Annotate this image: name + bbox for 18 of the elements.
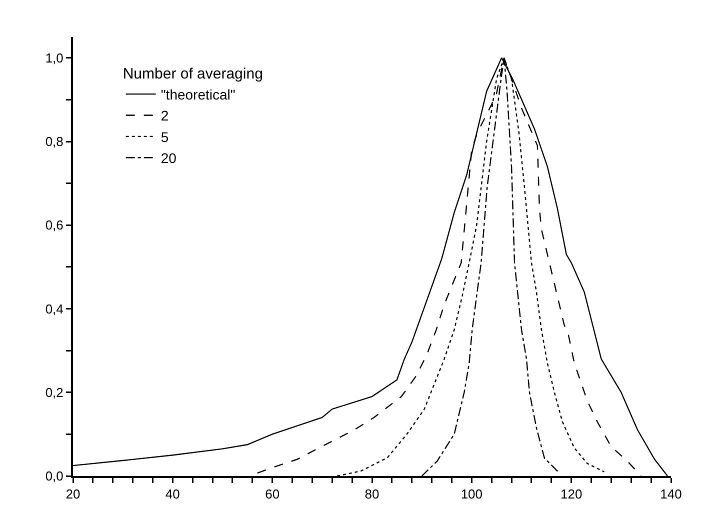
y-tick-label: 0,4: [45, 301, 64, 316]
legend-label: "theoretical": [160, 86, 236, 103]
x-tick-label: 120: [560, 486, 582, 502]
x-tick-label: 140: [660, 486, 682, 502]
y-tick-label: 1,0: [45, 50, 64, 66]
y-tick-label: 0,0: [45, 468, 64, 484]
y-tick-label: 0,8: [45, 134, 64, 150]
y-tick-label: 0,6: [45, 218, 64, 233]
legend-label: 2: [160, 108, 169, 124]
legend-label: 5: [160, 128, 169, 145]
x-tick-label: 60: [265, 486, 280, 502]
legend-title: Number of averaging: [122, 65, 263, 82]
x-tick-label: 100: [460, 486, 483, 502]
legend-label: 20: [160, 150, 177, 166]
x-tick-label: 20: [66, 486, 80, 502]
y-tick-label: 0,2: [45, 384, 64, 400]
x-tick-label: 40: [165, 486, 180, 502]
x-tick-label: 80: [364, 486, 380, 502]
